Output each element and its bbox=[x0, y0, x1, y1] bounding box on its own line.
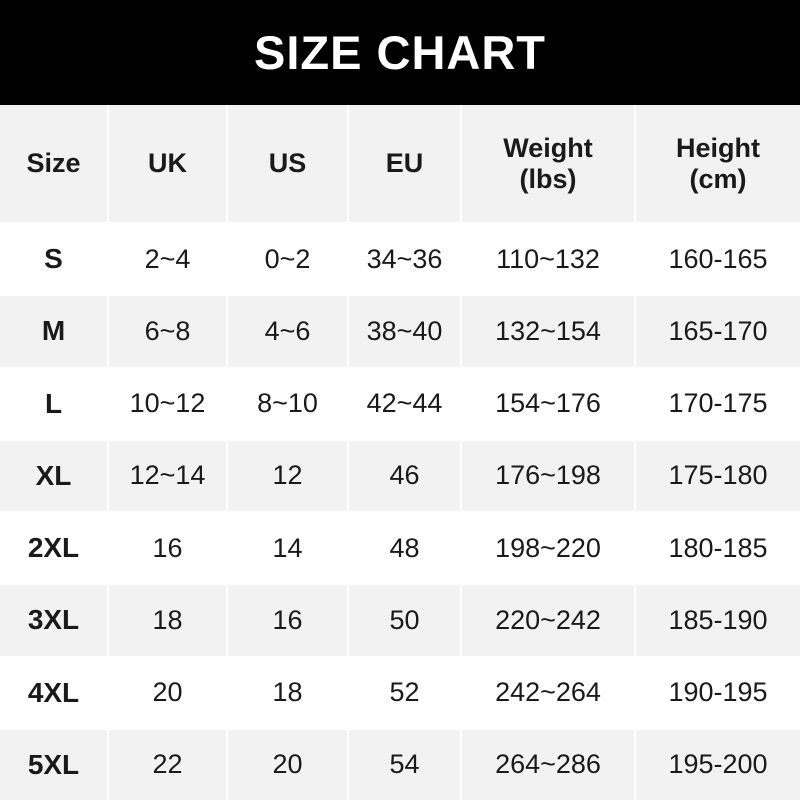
cell-us: 0~2 bbox=[228, 224, 349, 297]
column-header-eu: EU bbox=[349, 105, 462, 224]
cell-weight: 176~198 bbox=[462, 440, 636, 513]
cell-height: 175-180 bbox=[636, 441, 800, 513]
cell-size: M bbox=[0, 296, 109, 369]
cell-weight: 198~220 bbox=[462, 513, 636, 586]
cell-uk: 18 bbox=[109, 585, 228, 658]
page-title: SIZE CHART bbox=[254, 26, 546, 79]
cell-height: 160-165 bbox=[636, 224, 800, 297]
table-row: 3XL 18 16 50 220~242 185-190 bbox=[0, 585, 800, 658]
cell-uk: 10~12 bbox=[109, 368, 228, 441]
cell-size: 4XL bbox=[0, 657, 109, 730]
column-header-height-unit: (cm) bbox=[689, 163, 747, 194]
cell-size: 5XL bbox=[0, 729, 109, 800]
cell-us: 4~6 bbox=[228, 296, 349, 369]
column-header-uk-label: UK bbox=[148, 148, 187, 179]
cell-height: 185-190 bbox=[636, 585, 800, 658]
cell-eu: 42~44 bbox=[349, 368, 462, 441]
table-row: L 10~12 8~10 42~44 154~176 170-175 bbox=[0, 368, 800, 441]
cell-uk: 16 bbox=[109, 513, 228, 586]
column-header-uk: UK bbox=[109, 105, 228, 224]
cell-eu: 48 bbox=[349, 513, 462, 586]
column-header-weight: Weight (lbs) bbox=[462, 105, 636, 224]
cell-height: 190-195 bbox=[636, 658, 800, 730]
cell-height: 195-200 bbox=[668, 749, 768, 780]
column-header-eu-label: EU bbox=[385, 148, 424, 179]
table-row: M 6~8 4~6 38~40 132~154 165-170 bbox=[0, 296, 800, 369]
table-row: 4XL 20 18 52 242~264 190-195 bbox=[0, 657, 800, 730]
cell-uk: 20 bbox=[109, 657, 228, 730]
table-row: 2XL 16 14 48 198~220 180-185 bbox=[0, 513, 800, 586]
header-row: Size UK US EU Weight (lbs) Height (cm) bbox=[0, 105, 800, 224]
cell-us: 12 bbox=[228, 440, 349, 513]
cell-height: 180-185 bbox=[636, 513, 800, 586]
cell-size: L bbox=[0, 368, 109, 441]
cell-uk: 12~14 bbox=[109, 440, 228, 513]
column-header-size-label: Size bbox=[26, 148, 81, 179]
cell-us: 18 bbox=[228, 657, 349, 730]
cell-eu: 52 bbox=[349, 657, 462, 730]
cell-us: 14 bbox=[228, 513, 349, 586]
cell-weight: 154~176 bbox=[462, 368, 636, 441]
column-header-us-label: US bbox=[268, 148, 307, 179]
title-banner: SIZE CHART bbox=[0, 0, 800, 105]
cell-size: 2XL bbox=[0, 513, 109, 586]
cell-uk: 22 bbox=[109, 729, 228, 800]
table-body: S 2~4 0~2 34~36 110~132 160-165 M 6~8 4~… bbox=[0, 224, 800, 800]
cell-eu: 38~40 bbox=[349, 296, 462, 369]
table-row: S 2~4 0~2 34~36 110~132 160-165 bbox=[0, 224, 800, 297]
cell-eu: 50 bbox=[349, 585, 462, 658]
cell-height: 170-175 bbox=[636, 369, 800, 441]
cell-weight: 132~154 bbox=[462, 296, 636, 369]
size-chart-table: Size UK US EU Weight (lbs) Height (cm) bbox=[0, 105, 800, 800]
cell-us: 20 bbox=[228, 729, 349, 800]
column-header-size: Size bbox=[0, 105, 109, 224]
cell-weight: 110~132 bbox=[462, 224, 636, 297]
cell-eu: 54 bbox=[349, 729, 462, 800]
cell-uk: 6~8 bbox=[109, 296, 228, 369]
cell-height: 165-170 bbox=[636, 296, 800, 369]
cell-eu: 46 bbox=[349, 440, 462, 513]
cell-weight: 264~286 bbox=[462, 729, 636, 800]
cell-size: S bbox=[0, 224, 109, 297]
column-header-us: US bbox=[228, 105, 349, 224]
cell-weight: 242~264 bbox=[462, 657, 636, 730]
column-header-weight-label: Weight bbox=[503, 133, 593, 164]
cell-size: 3XL bbox=[0, 585, 109, 658]
cell-size: XL bbox=[0, 440, 109, 513]
column-header-weight-unit: (lbs) bbox=[519, 163, 577, 194]
table-row: XL 12~14 12 46 176~198 175-180 bbox=[0, 440, 800, 513]
column-header-height: Height (cm) bbox=[636, 105, 800, 224]
cell-weight: 220~242 bbox=[462, 585, 636, 658]
cell-us: 16 bbox=[228, 585, 349, 658]
table-row: 5XL 22 20 54 264~286 195-200 bbox=[0, 729, 800, 800]
cell-us: 8~10 bbox=[228, 368, 349, 441]
column-header-height-label: Height bbox=[676, 133, 760, 164]
cell-uk: 2~4 bbox=[109, 224, 228, 297]
cell-eu: 34~36 bbox=[349, 224, 462, 297]
table-header: Size UK US EU Weight (lbs) Height (cm) bbox=[0, 105, 800, 224]
